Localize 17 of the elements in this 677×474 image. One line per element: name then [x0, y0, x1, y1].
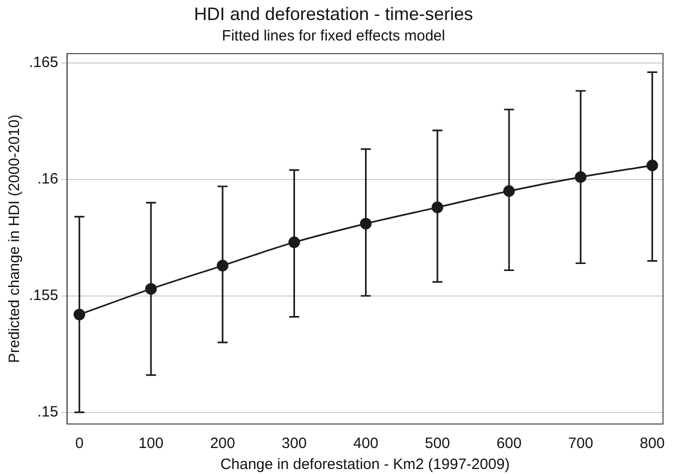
y-tick-label: .165 [28, 54, 58, 72]
x-axis-title: Change in deforestation - Km2 (1997-2009) [220, 456, 510, 474]
x-tick-label: 300 [282, 435, 307, 452]
x-tick-label: 800 [640, 435, 665, 452]
y-tick-label: .155 [28, 287, 58, 304]
x-tick-label: 700 [568, 435, 594, 452]
x-tick-label: 600 [496, 435, 522, 452]
chart-title: HDI and deforestation - time-series [194, 4, 474, 24]
x-tick-label: 100 [138, 435, 164, 452]
y-tick-label: .15 [37, 403, 58, 420]
y-axis-title: Predicted change in HDI (2000-2010) [6, 114, 24, 364]
chart-subtitle: Fitted lines for fixed effects model [222, 28, 446, 45]
x-tick-label: 500 [424, 435, 450, 452]
x-tick-label: 400 [353, 435, 378, 452]
y-tick-label: .16 [37, 170, 58, 188]
x-tick-label: 200 [210, 435, 236, 452]
x-tick-label: 0 [75, 435, 84, 452]
